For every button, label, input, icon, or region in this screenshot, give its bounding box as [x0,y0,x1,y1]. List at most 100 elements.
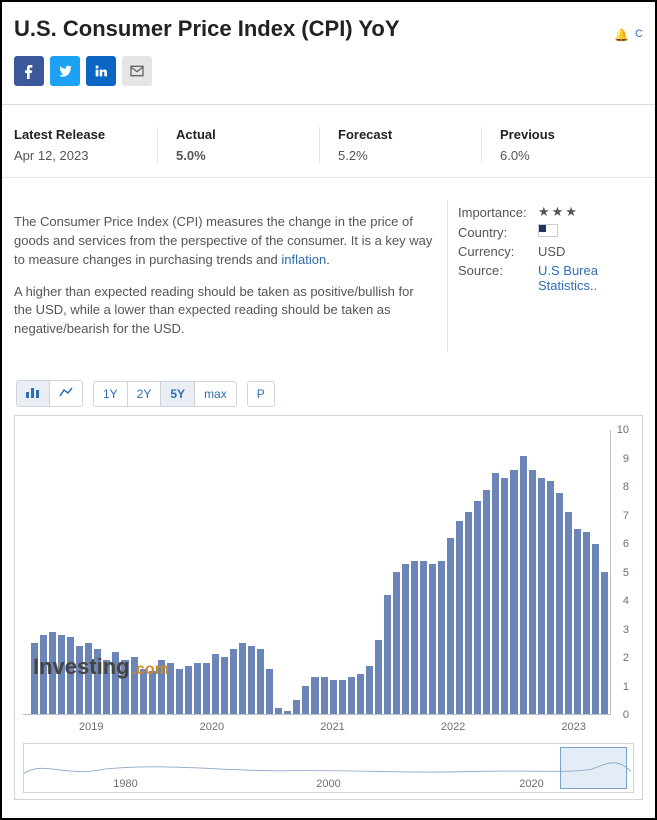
bar[interactable] [393,572,400,714]
bar[interactable] [583,532,590,714]
xlabel: 2020 [152,721,273,733]
ytick: 10 [617,424,629,436]
bar[interactable] [402,564,409,715]
bar[interactable] [85,643,92,714]
range-max-button[interactable]: max [195,382,236,406]
bar[interactable] [529,470,536,714]
bar[interactable] [565,512,572,714]
bars-container [31,430,608,714]
share-facebook-button[interactable] [14,56,44,86]
forecast-label: Forecast [338,127,469,142]
bar[interactable] [194,663,201,714]
bar[interactable] [538,478,545,714]
bar[interactable] [112,652,119,714]
bar[interactable] [411,561,418,714]
bar[interactable] [556,493,563,715]
ytick: 6 [623,538,629,550]
bar[interactable] [293,700,300,714]
bar[interactable] [321,677,328,714]
meta-importance-stars: ★★★ [538,204,579,220]
bar[interactable] [438,561,445,714]
bar[interactable] [203,663,210,714]
bar[interactable] [592,544,599,714]
xlabel: 2021 [272,721,393,733]
bar[interactable] [465,512,472,714]
bar[interactable] [429,564,436,715]
bar[interactable] [76,646,83,714]
bar[interactable] [483,490,490,714]
bar[interactable] [375,640,382,714]
bar[interactable] [185,666,192,714]
bar[interactable] [302,686,309,714]
bar[interactable] [574,529,581,714]
bar[interactable] [176,669,183,714]
bar[interactable] [339,680,346,714]
bar[interactable] [221,657,228,714]
chart-type-bar-button[interactable] [17,381,50,406]
bar[interactable] [284,711,291,714]
bar[interactable] [357,674,364,714]
range-2y-button[interactable]: 2Y [128,382,162,406]
bar[interactable] [275,708,282,714]
bar[interactable] [601,572,608,714]
minimap[interactable]: 198020002020 [23,743,634,793]
forecast-value: 5.2% [338,148,469,163]
twitter-icon [57,63,73,79]
ytick: 3 [623,624,629,636]
meta-source-link[interactable]: U.S BureaStatistics.. [538,263,598,293]
bar[interactable] [230,649,237,714]
bar[interactable] [447,538,454,714]
chart-type-line-button[interactable] [50,381,82,406]
bar[interactable] [31,643,38,714]
ytick: 7 [623,510,629,522]
previous-value: 6.0% [500,148,631,163]
description-p2: A higher than expected reading should be… [14,283,433,340]
bar[interactable] [58,635,65,715]
bar[interactable] [501,478,508,714]
bar[interactable] [40,635,47,715]
bar[interactable] [149,671,156,714]
bar[interactable] [67,637,74,714]
bar[interactable] [366,666,373,714]
email-icon [129,63,145,79]
ytick: 0 [623,709,629,721]
share-twitter-button[interactable] [50,56,80,86]
bar[interactable] [311,677,318,714]
bar[interactable] [547,481,554,714]
bar[interactable] [266,669,273,714]
share-linkedin-button[interactable] [86,56,116,86]
plot: Investing.com 012345678910 [23,430,634,715]
bar[interactable] [103,660,110,714]
bar[interactable] [167,663,174,714]
bar[interactable] [257,649,264,714]
bar[interactable] [420,561,427,714]
bar[interactable] [248,646,255,714]
bar[interactable] [330,680,337,714]
meta-importance-label: Importance: [458,205,538,220]
bar[interactable] [456,521,463,714]
range-5y-button[interactable]: 5Y [161,382,195,406]
release-label: Latest Release [14,127,145,142]
inflation-link[interactable]: inflation [281,252,326,267]
bar[interactable] [140,669,147,714]
release-value: Apr 12, 2023 [14,148,145,163]
bar[interactable] [510,470,517,714]
bar[interactable] [492,473,499,714]
bar[interactable] [49,632,56,714]
bar[interactable] [384,595,391,714]
summary-row: Latest Release Apr 12, 2023 Actual 5.0% … [2,119,655,178]
bar[interactable] [520,456,527,714]
actual-value: 5.0% [176,148,307,163]
bar[interactable] [121,660,128,714]
bar[interactable] [158,660,165,714]
bar[interactable] [94,649,101,714]
alert-bell-icon[interactable]: 🔔 [614,28,629,42]
bar[interactable] [474,501,481,714]
range-1y-button[interactable]: 1Y [94,382,128,406]
bar[interactable] [239,643,246,714]
bar[interactable] [212,654,219,714]
bar[interactable] [348,677,355,714]
share-email-button[interactable] [122,56,152,86]
bar[interactable] [131,657,138,714]
chart-patterns-button[interactable]: P [248,382,274,406]
